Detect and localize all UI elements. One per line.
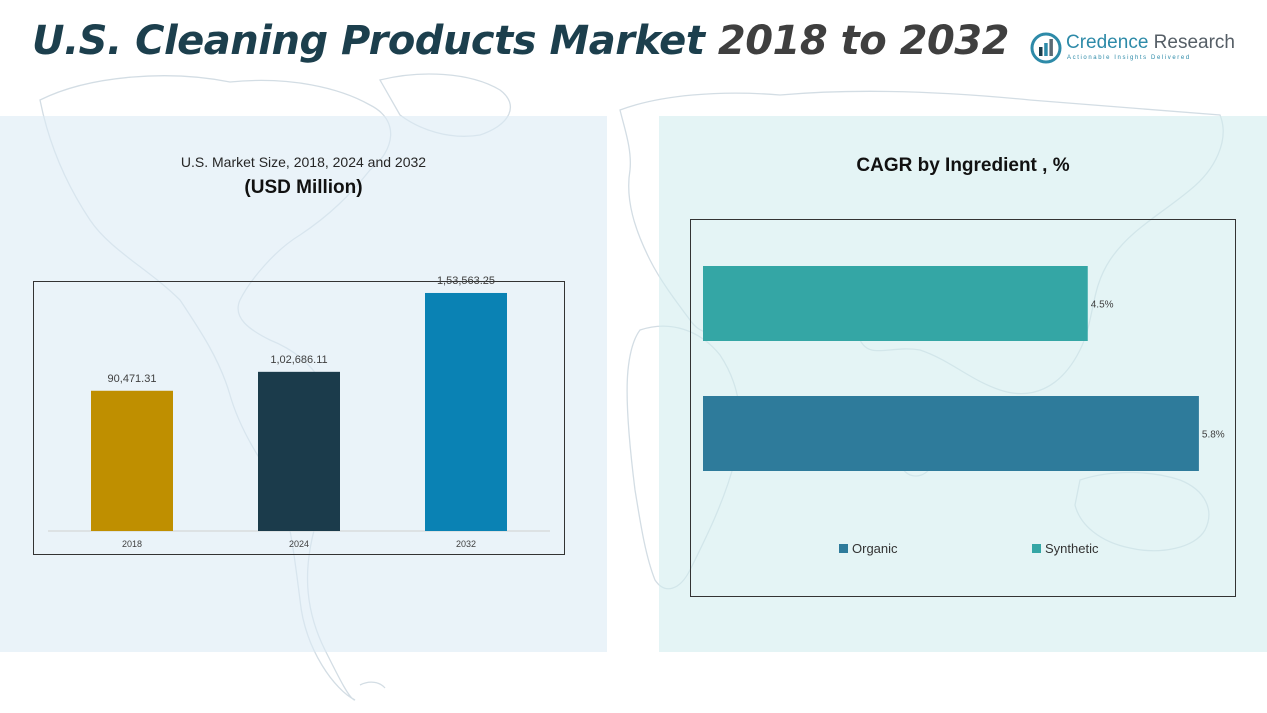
bar-synthetic — [703, 266, 1088, 341]
market-size-subtitle: U.S. Market Size, 2018, 2024 and 2032 — [180, 154, 427, 170]
cagr-chart-frame — [690, 219, 1236, 597]
legend-label-organic: Organic — [852, 541, 898, 556]
bar-2018 — [91, 390, 173, 531]
legend-synthetic: Synthetic — [1032, 541, 1098, 556]
x-tick-2018: 2018 — [122, 539, 142, 549]
logo-name: Credence Research — [1066, 32, 1235, 54]
cagr-chart-title: CAGR by Ingredient , % — [856, 155, 1070, 176]
data-label-2018: 90,471.31 — [108, 373, 157, 385]
data-label-organic: 5.8% — [1202, 430, 1225, 441]
data-label-synthetic: 4.5% — [1091, 300, 1114, 311]
title-main-part: U.S. Cleaning Products Market — [32, 18, 705, 64]
bar-2032 — [425, 292, 507, 531]
data-label-2024: 1,02,686.11 — [270, 354, 327, 366]
logo-name-part1: Credence — [1066, 32, 1149, 53]
title-year-part: 2018 to 2032 — [704, 18, 1010, 64]
legend-swatch-synthetic — [1032, 544, 1041, 553]
market-size-unit: (USD Million) — [244, 177, 363, 198]
x-tick-2024: 2024 — [289, 539, 309, 549]
cagr-panel — [659, 116, 1267, 652]
market-size-chart-frame — [33, 281, 565, 555]
data-label-2032: 1,53,563.25 — [437, 275, 495, 287]
x-tick-2032: 2032 — [456, 539, 476, 549]
logo-tagline: Actionable Insights Delivered — [1067, 55, 1191, 61]
credence-research-logo: Credence Research Actionable Insights De… — [1030, 30, 1240, 66]
bar-chart-logo-icon — [1030, 32, 1062, 64]
bar-organic — [703, 396, 1199, 471]
logo-name-part2: Research — [1148, 32, 1235, 53]
legend-label-synthetic: Synthetic — [1045, 541, 1099, 556]
page-title: U.S. Cleaning Products Market 2018 to 20… — [32, 18, 1009, 64]
bar-2024 — [258, 371, 340, 531]
legend-swatch-organic — [839, 544, 848, 553]
legend-organic: Organic — [839, 541, 898, 556]
